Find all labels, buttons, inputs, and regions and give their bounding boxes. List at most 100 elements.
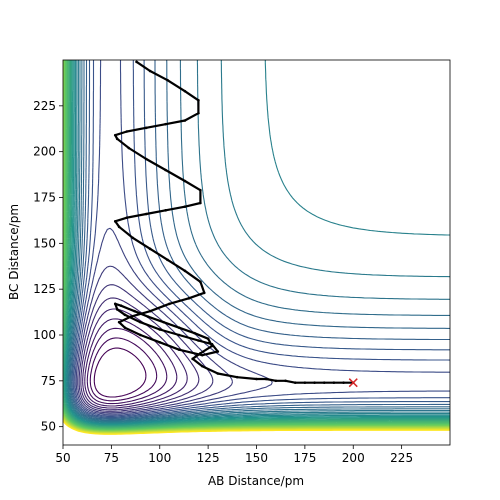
trajectory-point bbox=[206, 337, 210, 340]
x-tick-label: 50 bbox=[55, 451, 70, 465]
y-tick-label: 150 bbox=[33, 236, 56, 250]
trajectory-point bbox=[168, 302, 171, 306]
contour-line bbox=[63, 60, 450, 426]
trajectory-point bbox=[284, 379, 287, 383]
trajectory-point bbox=[193, 331, 196, 335]
trajectory-point bbox=[313, 381, 316, 384]
contour-line bbox=[89, 337, 158, 402]
contour-line bbox=[63, 60, 450, 428]
contour-line bbox=[84, 318, 178, 407]
contour-line bbox=[78, 284, 214, 412]
trajectory-point bbox=[177, 326, 181, 329]
contour-line bbox=[65, 60, 450, 425]
contour-line bbox=[93, 347, 147, 398]
trajectory-point bbox=[123, 313, 127, 317]
y-axis-ticks: 50 75 100 125 150 175 200 225 bbox=[33, 99, 63, 434]
end-marker-cross bbox=[348, 378, 358, 388]
trajectory-point bbox=[183, 179, 187, 183]
trajectory-point bbox=[158, 341, 162, 344]
trajectory-point bbox=[235, 375, 239, 379]
trajectory-point bbox=[201, 353, 204, 357]
trajectory-point bbox=[199, 280, 202, 284]
trajectory-point bbox=[183, 119, 187, 122]
contour-line bbox=[80, 297, 200, 411]
contour-line bbox=[64, 60, 450, 426]
trajectory-point bbox=[148, 69, 152, 73]
trajectory-point bbox=[216, 372, 220, 375]
trajectory-point bbox=[148, 247, 152, 251]
contour-line bbox=[63, 60, 450, 429]
x-tick-label: 100 bbox=[148, 451, 171, 465]
trajectory-point bbox=[144, 212, 148, 216]
trajectory-point bbox=[125, 216, 129, 219]
x-tick-label: 175 bbox=[293, 451, 316, 465]
potential-contour-lines bbox=[63, 60, 450, 435]
trajectory-point bbox=[191, 357, 194, 361]
y-tick-label: 175 bbox=[33, 191, 56, 205]
trajectory-point bbox=[113, 302, 117, 306]
trajectory-point bbox=[115, 308, 119, 311]
trajectory-point bbox=[322, 381, 326, 384]
trajectory-point bbox=[197, 111, 200, 115]
trajectory-point bbox=[274, 379, 278, 383]
trajectory-point bbox=[133, 309, 136, 313]
trajectory-point bbox=[166, 258, 169, 262]
trajectory-point bbox=[197, 339, 200, 342]
trajectory-point bbox=[117, 320, 121, 324]
trajectory-point bbox=[115, 137, 119, 141]
y-tick-label: 200 bbox=[33, 145, 56, 159]
trajectory-point bbox=[199, 352, 202, 355]
trajectory-point bbox=[117, 225, 121, 229]
trajectory-point bbox=[148, 309, 152, 313]
trajectory-point bbox=[144, 126, 148, 130]
contour-line bbox=[66, 60, 450, 424]
contour-line bbox=[63, 60, 450, 429]
contour-line bbox=[67, 60, 450, 423]
trajectory-point bbox=[123, 326, 127, 329]
trajectory-point bbox=[183, 205, 187, 208]
trajectory-point bbox=[164, 122, 167, 126]
trajectory-point bbox=[129, 315, 133, 318]
trajectory-point bbox=[146, 315, 150, 318]
contour-line bbox=[82, 308, 188, 409]
trajectory-point bbox=[264, 377, 268, 381]
trajectory-point bbox=[332, 381, 336, 384]
trajectory-point bbox=[131, 236, 134, 240]
trajectory-point bbox=[187, 297, 191, 300]
x-tick-label: 150 bbox=[245, 451, 268, 465]
trajectory-point bbox=[210, 344, 214, 348]
trajectory-point bbox=[144, 157, 148, 161]
y-tick-label: 50 bbox=[41, 420, 56, 434]
contour-line bbox=[63, 60, 450, 427]
trajectory-point bbox=[166, 78, 169, 82]
y-tick-label: 100 bbox=[33, 328, 56, 342]
trajectory-point bbox=[113, 133, 117, 137]
end-marker bbox=[348, 378, 358, 388]
trajectory-point bbox=[303, 381, 307, 384]
x-tick-label: 125 bbox=[197, 451, 220, 465]
trajectory-point bbox=[158, 328, 162, 331]
trajectory-point bbox=[139, 333, 142, 337]
contour-line bbox=[86, 327, 168, 405]
trajectory-point bbox=[113, 220, 117, 223]
contour-line bbox=[77, 265, 234, 414]
y-tick-label: 125 bbox=[33, 282, 56, 296]
trajectory-point bbox=[199, 201, 202, 205]
x-tick-label: 225 bbox=[390, 451, 413, 465]
y-tick-label: 225 bbox=[33, 99, 56, 113]
contour-line bbox=[70, 60, 450, 420]
contour-line bbox=[63, 60, 450, 428]
trajectory-point bbox=[293, 381, 297, 384]
trajectory-point bbox=[177, 333, 181, 337]
trajectory-point bbox=[125, 130, 129, 133]
y-tick-label: 75 bbox=[41, 374, 56, 388]
trajectory-point bbox=[202, 291, 206, 295]
trajectory-point bbox=[342, 381, 345, 384]
y-axis-label: BC Distance/pm bbox=[7, 204, 21, 300]
trajectory-point bbox=[139, 320, 142, 324]
trajectory-point bbox=[162, 320, 165, 324]
contour-line bbox=[69, 60, 450, 421]
trajectory-point bbox=[199, 188, 202, 192]
trajectory-point bbox=[210, 342, 214, 346]
